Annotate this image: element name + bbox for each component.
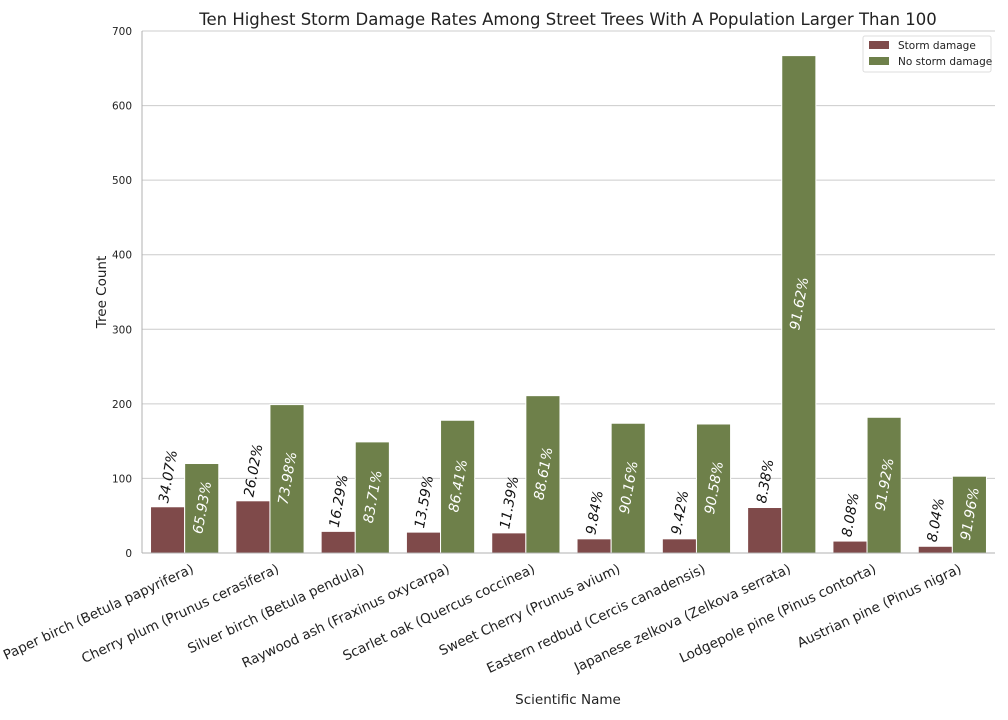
bar-storm-damage-4 bbox=[491, 532, 527, 554]
y-tick-label: 100 bbox=[112, 473, 132, 485]
bar-storm-damage-8 bbox=[832, 540, 868, 554]
legend-label-no-storm-damage: No storm damage bbox=[898, 56, 992, 68]
grid bbox=[142, 30, 995, 479]
bar-storm-damage-6 bbox=[661, 538, 697, 554]
y-tick-label: 400 bbox=[112, 250, 132, 262]
bar-label-storm-damage-1: 26.02% bbox=[241, 443, 266, 498]
bar-label-storm-damage-3: 13.59% bbox=[412, 474, 437, 529]
bar-label-storm-damage-6: 9.42% bbox=[669, 489, 692, 536]
x-tick-label: Austrian pine (Pinus nigra) bbox=[795, 561, 964, 651]
bar-no-storm-damage-2 bbox=[354, 441, 390, 554]
bar-label-storm-damage-9: 8.04% bbox=[925, 497, 948, 544]
bar-label-storm-damage-0: 34.07% bbox=[156, 449, 181, 504]
x-ticks: Paper birch (Betula papyrifera)Cherry pl… bbox=[1, 561, 964, 677]
legend-swatch-no-storm-damage bbox=[869, 57, 889, 65]
axes bbox=[141, 31, 995, 554]
y-tick-label: 300 bbox=[112, 324, 132, 336]
legend-box bbox=[862, 35, 992, 73]
bar-label-storm-damage-7: 8.38% bbox=[754, 458, 777, 505]
y-ticks: 0 100 200 300 400 500 600 700 bbox=[112, 26, 132, 560]
y-tick-label: 0 bbox=[125, 548, 132, 560]
bar-storm-damage-7 bbox=[747, 507, 783, 554]
bar-storm-damage-5 bbox=[576, 538, 612, 554]
bar-no-storm-damage-6 bbox=[695, 423, 732, 554]
bar-no-storm-damage-0 bbox=[184, 463, 220, 554]
bar-no-storm-damage-1 bbox=[269, 404, 305, 554]
legend: Storm damage No storm damage bbox=[862, 35, 992, 73]
y-axis-label: Tree Count bbox=[94, 256, 110, 330]
bar-label-storm-damage-5: 9.84% bbox=[583, 489, 606, 536]
chart-title: Ten Highest Storm Damage Rates Among Str… bbox=[198, 10, 937, 29]
legend-swatch-storm-damage bbox=[869, 41, 889, 49]
y-tick-label: 700 bbox=[112, 26, 132, 38]
y-tick-label: 200 bbox=[112, 399, 132, 411]
x-axis-label: Scientific Name bbox=[515, 692, 621, 708]
bars bbox=[150, 55, 987, 554]
bar-no-storm-damage-8 bbox=[866, 416, 902, 554]
bar-label-storm-damage-2: 16.29% bbox=[327, 473, 352, 528]
bar-storm-damage-2 bbox=[320, 530, 356, 554]
bar-no-storm-damage-9 bbox=[951, 475, 987, 554]
bar-storm-damage-3 bbox=[405, 531, 442, 554]
bar-storm-damage-0 bbox=[150, 506, 186, 554]
bar-storm-damage-9 bbox=[917, 545, 953, 554]
bar-label-storm-damage-8: 8.08% bbox=[839, 492, 862, 539]
y-tick-label: 600 bbox=[112, 101, 132, 113]
bar-storm-damage-1 bbox=[235, 500, 271, 554]
bar-no-storm-damage-7 bbox=[781, 55, 817, 554]
bar-labels: 34.07%65.93%26.02% 73.98% 16.29% 83.71% 13.5… bbox=[156, 276, 983, 543]
bar-label-storm-damage-4: 11.39% bbox=[497, 475, 522, 530]
bar-no-storm-damage-4 bbox=[525, 395, 561, 554]
y-tick-label: 500 bbox=[112, 175, 132, 187]
legend-label-storm-damage: Storm damage bbox=[898, 40, 976, 52]
bar-no-storm-damage-5 bbox=[610, 422, 646, 554]
